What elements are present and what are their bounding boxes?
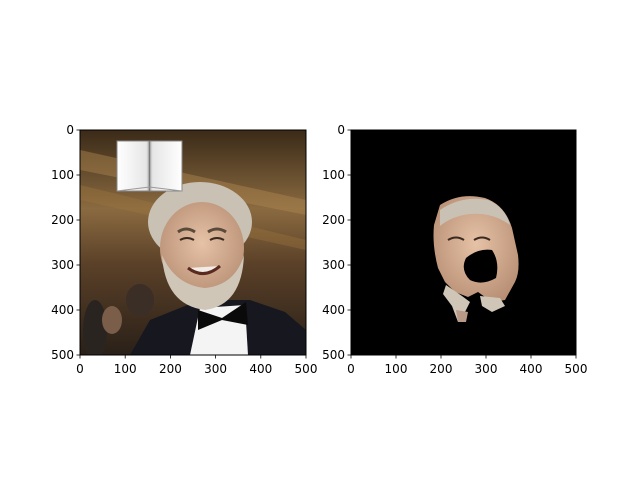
photo-x-tick-label-5: 500	[295, 362, 318, 376]
mask-x-tick-label-5: 500	[565, 362, 588, 376]
mask-x-tick-label-2: 200	[430, 362, 453, 376]
mask-x-tick-label-0: 0	[347, 362, 355, 376]
mask-y-tick-label-1: 100	[322, 168, 345, 182]
photo-y-tick-label-4: 400	[51, 303, 74, 317]
book-overlay	[116, 140, 183, 192]
photo-x-tick-label-1: 100	[114, 362, 137, 376]
photo-x-tick-label-0: 0	[76, 362, 84, 376]
photo-image	[80, 130, 306, 355]
photo-x-tick-label-2: 200	[159, 362, 182, 376]
photo-y-tick-label-5: 500	[51, 348, 74, 362]
mask-x-tick-label-1: 100	[385, 362, 408, 376]
mask-y-tick-label-5: 500	[322, 348, 345, 362]
mask-y-tick-label-4: 400	[322, 303, 345, 317]
photo-axes-frame	[79, 129, 307, 356]
photo-y-tick-label-1: 100	[51, 168, 74, 182]
photo-x-tick-label-3: 300	[204, 362, 227, 376]
photo-y-tick-label-2: 200	[51, 213, 74, 227]
mask-axes-frame	[350, 129, 577, 356]
mask-face-region	[433, 196, 519, 302]
mask-x-tick-label-4: 400	[520, 362, 543, 376]
photo-y-tick-label-3: 300	[51, 258, 74, 272]
mask-y-tick-label-2: 200	[322, 213, 345, 227]
mask-x-tick-label-3: 300	[475, 362, 498, 376]
mask-image	[351, 130, 576, 355]
photo-y-tick-label-0: 0	[66, 123, 74, 137]
mask-y-tick-label-0: 0	[337, 123, 345, 137]
mask-y-tick-label-3: 300	[322, 258, 345, 272]
photo-x-tick-label-4: 400	[249, 362, 272, 376]
